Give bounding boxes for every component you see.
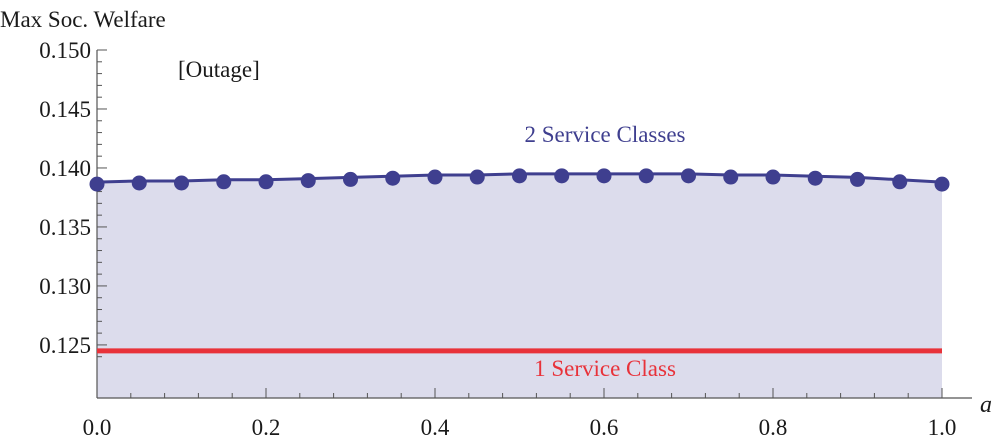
y-tick-label: 0.145	[39, 97, 91, 122]
x-tick-label: 0.0	[83, 415, 112, 440]
area-fill-2-service-classes	[97, 173, 942, 398]
axes: 0.125 0.130 0.135 0.140 0.145 0.150 0.0 0.2 0.4…	[39, 38, 972, 440]
data-point-2-service-classes	[512, 168, 527, 184]
data-point-2-service-classes	[427, 169, 443, 185]
data-point-2-service-classes	[174, 175, 189, 191]
panel-annotation: [Outage]	[178, 57, 260, 82]
y-tick-label: 0.125	[39, 333, 91, 358]
x-axis-title: a	[980, 392, 992, 418]
data-point-2-service-classes	[596, 168, 612, 184]
area-fill-layer	[97, 173, 942, 398]
data-point-2-service-classes	[554, 168, 570, 184]
data-point-2-service-classes	[765, 169, 781, 185]
y-tick-label: 0.140	[39, 156, 91, 181]
x-tick-label: 0.2	[252, 415, 281, 440]
y-tick-label: 0.150	[39, 38, 91, 63]
data-point-2-service-classes	[89, 176, 105, 192]
data-point-2-service-classes	[469, 169, 485, 185]
data-point-2-service-classes	[343, 171, 358, 187]
data-point-2-service-classes	[300, 173, 316, 189]
x-tick-label: 0.6	[590, 415, 619, 440]
data-point-2-service-classes	[850, 171, 865, 187]
data-point-2-service-classes	[934, 176, 950, 192]
y-tick-label: 0.130	[39, 274, 91, 299]
data-point-2-service-classes	[807, 170, 823, 186]
series-layer	[89, 168, 950, 354]
x-tick-label: 0.8	[759, 415, 788, 440]
x-tick-label: 1.0	[928, 415, 957, 440]
x-axis-ticks: 0.0 0.2 0.4 0.6 0.8 1.0	[83, 388, 957, 440]
y-tick-label: 0.135	[39, 215, 91, 240]
data-point-2-service-classes	[216, 174, 232, 190]
data-point-2-service-classes	[258, 174, 274, 190]
data-point-2-service-classes	[681, 168, 696, 184]
data-point-2-service-classes	[892, 174, 908, 190]
series-label-2-service-classes: 2 Service Classes	[525, 122, 686, 147]
x-tick-label: 0.4	[421, 415, 450, 440]
y-axis-ticks: 0.125 0.130 0.135 0.140 0.145 0.150	[39, 38, 107, 358]
y-axis-title: Max Soc. Welfare	[0, 7, 166, 32]
data-point-2-service-classes	[131, 175, 147, 191]
data-point-2-service-classes	[638, 168, 654, 184]
data-point-2-service-classes	[723, 169, 739, 185]
data-point-2-service-classes	[385, 170, 401, 186]
series-label-1-service-class: 1 Service Class	[534, 356, 676, 381]
